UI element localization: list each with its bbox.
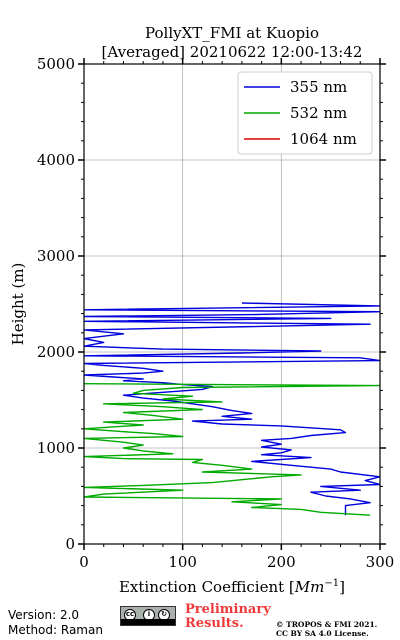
y-tick-label: 2000 [37, 343, 75, 361]
series-line-355-nm [84, 302, 380, 516]
legend-label: 355 nm [290, 78, 347, 96]
copyright-line1: © TROPOS & FMI 2021. [276, 620, 378, 629]
legend-label: 532 nm [290, 104, 347, 122]
method-label: Method: Raman [8, 623, 103, 637]
series-line-532-nm [84, 383, 380, 516]
x-tick-label: 100 [168, 553, 197, 571]
chart-title-line2: [Averaged] 20210622 12:00-13:42 [102, 43, 363, 61]
cc-license-badge-icon: cc i ↻ [120, 606, 176, 626]
preliminary-line2: Results. [185, 616, 244, 631]
preliminary-results-label: Preliminary Results. [185, 603, 271, 631]
preliminary-line1: Preliminary [185, 602, 271, 617]
copyright-notice: © TROPOS & FMI 2021. CC BY SA 4.0 Licens… [276, 620, 377, 638]
plot-frame [83, 63, 381, 545]
legend-label: 1064 nm [290, 130, 357, 148]
y-axis-label: Height (m) [9, 263, 27, 346]
x-axis-label: Extinction Coefficient [Mm−1] [119, 578, 345, 596]
y-tick-label: 3000 [37, 247, 75, 265]
y-tick-label: 4000 [37, 151, 75, 169]
legend-box [237, 71, 373, 155]
series-lines [84, 302, 380, 516]
x-tick-label: 300 [366, 553, 395, 571]
y-tick-label: 0 [65, 535, 75, 553]
x-tick-label: 0 [79, 553, 89, 571]
extinction-profile-chart: PollyXT_FMI at Kuopio [Averaged] 2021062… [9, 24, 395, 596]
chart-title-line1: PollyXT_FMI at Kuopio [145, 24, 319, 42]
y-tick-label: 1000 [37, 439, 75, 457]
copyright-line2: CC BY SA 4.0 License. [276, 629, 369, 638]
x-tick-label: 200 [267, 553, 296, 571]
legend: 355 nm 532 nm 1064 nm [237, 71, 373, 155]
version-label: Version: 2.0 [8, 608, 80, 622]
y-tick-label: 5000 [37, 55, 75, 73]
